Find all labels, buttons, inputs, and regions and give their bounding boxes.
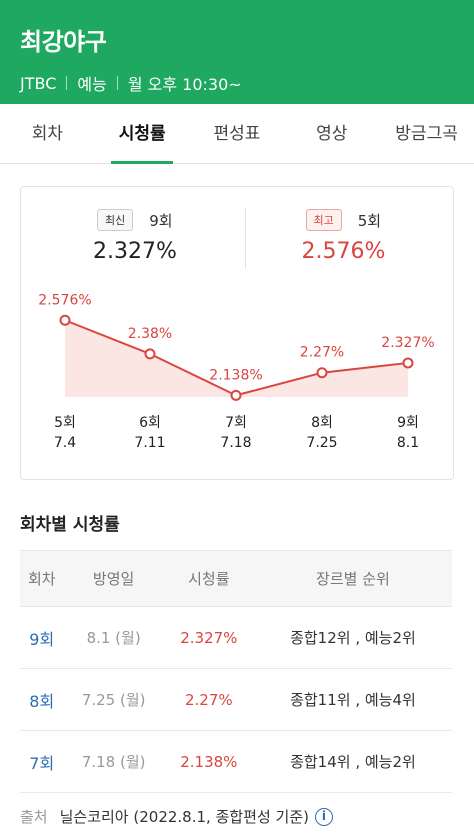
- channel-name[interactable]: JTBC: [20, 73, 57, 93]
- data-label: 2.138%: [209, 367, 262, 383]
- tab-schedule[interactable]: 편성표: [213, 124, 261, 144]
- latest-badge: 최신: [97, 209, 134, 231]
- rating-value: 2.27%: [185, 690, 233, 709]
- ratings-table: 회차 방영일 시청률 장르별 순위 9회 8.1 (월) 2.327% 종합12…: [20, 550, 452, 793]
- x-tick-episode: 9회: [397, 415, 419, 431]
- col-rank: 장르별 순위: [253, 550, 452, 607]
- highest-episode: 5회: [357, 211, 382, 230]
- x-tick-episode: 8회: [311, 415, 333, 431]
- ratings-card: 최신 9회 2.327% 최고 5회 2.576% 2.576% 5회 7.4 2.3…: [20, 186, 454, 480]
- col-date: 방영일: [63, 550, 164, 607]
- rating-value: 2.327%: [180, 628, 238, 647]
- air-date: 7.25 (월): [81, 691, 146, 709]
- data-point: [230, 389, 242, 401]
- col-episode: 회차: [20, 550, 64, 607]
- data-point: [59, 314, 71, 326]
- episode-link[interactable]: 7회: [29, 753, 55, 773]
- data-label: 2.327%: [381, 335, 434, 351]
- data-label: 2.38%: [128, 326, 172, 342]
- program-header: 최강야구 JTBC 예능 월 오후 10:30~: [0, 0, 474, 104]
- source-label: 출처: [20, 808, 48, 826]
- ratings-summary: 최신 9회 2.327% 최고 5회 2.576%: [21, 187, 453, 287]
- divider: [116, 76, 118, 90]
- table-row: 9회 8.1 (월) 2.327% 종합12위 , 예능2위: [20, 607, 452, 669]
- schedule: 월 오후 10:30~: [127, 75, 242, 94]
- rank-value: 종합11위 , 예능4위: [290, 691, 416, 709]
- tab-bar: 회차 시청률 편성표 영상 방금그곡: [0, 104, 474, 164]
- highest-badge: 최고: [305, 209, 342, 231]
- episode-link[interactable]: 9회: [29, 629, 55, 649]
- tab-music[interactable]: 방금그곡: [395, 124, 458, 144]
- x-tick-episode: 6회: [139, 415, 161, 431]
- section-title: 회차별 시청률: [20, 515, 120, 535]
- rating-value: 2.138%: [180, 752, 238, 771]
- chart-area: [65, 320, 408, 397]
- episode-link[interactable]: 8회: [29, 691, 55, 711]
- data-label: 2.27%: [300, 345, 344, 361]
- latest-summary: 최신 9회 2.327%: [21, 209, 246, 269]
- latest-episode: 9회: [149, 211, 173, 230]
- col-rating: 시청률: [163, 550, 254, 607]
- source-text: 닐슨코리아 (2022.8.1, 종합편성 기준): [59, 808, 309, 826]
- data-point: [316, 367, 328, 379]
- ratings-chart: 2.576% 5회 7.4 2.38% 6회 7.11 2.138% 7회 7.18 2.27% 8…: [38, 292, 434, 451]
- air-date: 8.1 (월): [86, 629, 141, 647]
- x-tick-date: 7.25: [306, 435, 337, 451]
- genre: 예능: [77, 75, 107, 94]
- latest-rating: 2.327%: [93, 239, 177, 264]
- program-meta: JTBC 예능 월 오후 10:30~: [20, 71, 454, 95]
- program-title[interactable]: 최강야구: [20, 28, 107, 56]
- data-label: 2.576%: [38, 292, 91, 308]
- tab-ratings[interactable]: 시청률: [95, 104, 190, 163]
- divider: [66, 76, 68, 90]
- x-tick-date: 7.4: [54, 435, 76, 451]
- x-tick-date: 7.18: [220, 435, 251, 451]
- tab-videos[interactable]: 영상: [316, 124, 348, 144]
- data-point: [402, 357, 414, 369]
- air-date: 7.18 (월): [81, 753, 146, 771]
- highest-summary: 최고 5회 2.576%: [246, 209, 454, 287]
- table-row: 7회 7.18 (월) 2.138% 종합14위 , 예능2위: [20, 731, 452, 793]
- highest-rating: 2.576%: [301, 239, 386, 264]
- info-icon[interactable]: i: [314, 807, 333, 826]
- table-row: 8회 7.25 (월) 2.27% 종합11위 , 예능4위: [20, 669, 452, 731]
- x-tick-date: 8.1: [397, 435, 419, 451]
- rank-value: 종합12위 , 예능2위: [290, 629, 416, 647]
- rank-value: 종합14위 , 예능2위: [290, 753, 416, 771]
- data-point: [144, 348, 156, 360]
- source-note: 출처 닐슨코리아 (2022.8.1, 종합편성 기준) i: [20, 806, 333, 827]
- x-tick-episode: 5회: [54, 415, 76, 431]
- x-tick-episode: 7회: [225, 415, 247, 431]
- x-tick-date: 7.11: [134, 435, 165, 451]
- tab-episodes[interactable]: 회차: [31, 124, 64, 144]
